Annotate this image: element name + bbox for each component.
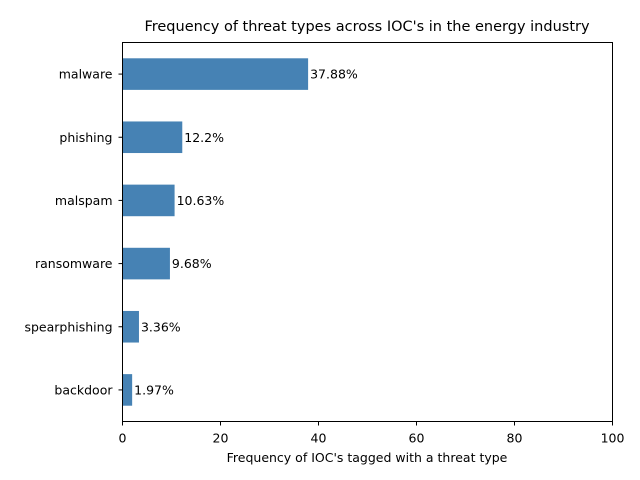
data-label-backdoor: 1.97% — [134, 382, 174, 397]
data-label-spearphishing: 3.36% — [141, 319, 181, 334]
bar-backdoor — [122, 374, 133, 406]
y-tick-label-backdoor: backdoor — [54, 382, 113, 397]
bars-group — [122, 58, 309, 406]
y-axis: malware phishing malspam ransomware spearphi… — [24, 67, 123, 397]
x-tick-label-20: 20 — [213, 431, 229, 446]
y-tick-label-spearphishing: spearphishing — [24, 319, 112, 334]
data-label-malspam: 10.63% — [177, 193, 225, 208]
x-tick-label-80: 80 — [507, 431, 523, 446]
x-tick-label-0: 0 — [119, 431, 127, 446]
bar-malware — [122, 58, 309, 90]
data-label-phishing: 12.2% — [184, 130, 224, 145]
x-tick-label-40: 40 — [311, 431, 327, 446]
x-tick-label-60: 60 — [409, 431, 425, 446]
y-tick-label-malware: malware — [59, 67, 113, 82]
bar-spearphishing — [122, 310, 139, 343]
chart-title: Frequency of threat types across IOC's i… — [144, 19, 590, 35]
data-label-malware: 37.88% — [310, 67, 358, 82]
data-labels-group: 37.88% 12.2% 10.63% 9.68% 3.36% 1.97% — [134, 67, 358, 398]
y-tick-label-ransomware: ransomware — [35, 256, 113, 271]
bar-phishing — [122, 121, 183, 154]
plot-frame — [122, 42, 613, 422]
bar-malspam — [122, 184, 175, 217]
y-tick-label-malspam: malspam — [55, 193, 113, 208]
y-tick-label-phishing: phishing — [59, 130, 112, 145]
x-axis-label: Frequency of IOC's tagged with a threat … — [227, 450, 508, 465]
x-tick-label-100: 100 — [601, 431, 625, 446]
bar-ransomware — [122, 247, 170, 280]
x-axis: 0 20 40 60 80 100 — [119, 421, 625, 446]
data-label-ransomware: 9.68% — [172, 256, 212, 271]
